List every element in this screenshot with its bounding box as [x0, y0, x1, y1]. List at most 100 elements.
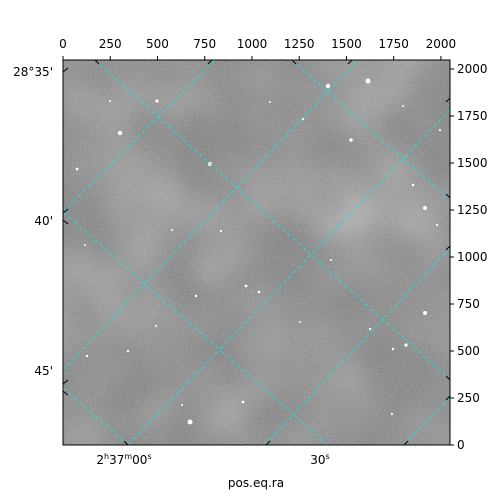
- right-tick-label: 2000: [457, 62, 488, 76]
- world-tick-mark: [445, 193, 451, 199]
- coordinate-grid: [63, 60, 450, 445]
- ra-value: 2: [96, 453, 104, 467]
- dec-tick-label: 40': [34, 214, 53, 228]
- dec-tick-labels: 28°35' 40' 45': [13, 65, 53, 378]
- right-tick-label: 750: [457, 297, 480, 311]
- sky-image: [63, 60, 450, 445]
- star-point: [390, 412, 394, 416]
- dec-tick-label: 28°35': [13, 65, 53, 79]
- right-tick-label: 1750: [457, 109, 488, 123]
- ra-tick-labels: 2h37m00s 30s: [96, 452, 329, 467]
- world-tick-mark: [62, 390, 69, 396]
- star-point: [126, 349, 130, 353]
- star-point: [299, 321, 301, 323]
- star-point: [411, 183, 415, 187]
- top-tick-label: 500: [146, 37, 169, 51]
- x-axis-label: pos.eq.ra: [228, 476, 284, 490]
- star-point: [391, 347, 395, 351]
- ra-tick-label: 2h37m00s: [96, 452, 151, 467]
- world-tick-mark: [445, 245, 451, 251]
- star-point: [155, 325, 157, 327]
- ra-unit-superscript: h: [104, 452, 109, 461]
- world-tick-mark: [445, 97, 451, 103]
- star-point: [438, 128, 442, 132]
- world-tick-mark: [62, 208, 69, 214]
- star-point: [423, 311, 427, 315]
- top-tick-label: 1250: [284, 37, 315, 51]
- star-point: [219, 229, 223, 233]
- plot-frame: [62, 59, 451, 446]
- star-point: [435, 223, 439, 227]
- top-tick-label: 750: [193, 37, 216, 51]
- top-tick-label: 1500: [331, 37, 362, 51]
- star-point: [85, 354, 89, 358]
- world-tick-mark: [207, 59, 213, 65]
- star-point: [109, 100, 111, 102]
- ra-unit-superscript: s: [326, 452, 330, 461]
- right-tick-label: 1250: [457, 203, 488, 217]
- star-point: [368, 327, 372, 331]
- star-point: [75, 167, 79, 171]
- star-point: [257, 290, 261, 294]
- top-tick-label: 0: [59, 37, 67, 51]
- star-field: [75, 78, 442, 425]
- world-tick-mark: [445, 375, 451, 381]
- top-pixel-tick-labels: 0 250 500 750 1000 1250 1500 1750 2000: [59, 37, 456, 60]
- top-tick-label: 250: [99, 37, 122, 51]
- star-point: [269, 101, 271, 103]
- coordinate-grid-line: [264, 247, 450, 445]
- star-point: [181, 404, 183, 406]
- coordinate-grid-line: [127, 109, 450, 445]
- star-point: [365, 78, 371, 84]
- world-tick-mark: [94, 59, 100, 65]
- star-point: [325, 83, 331, 89]
- star-point: [402, 105, 404, 107]
- ra-unit-superscript: s: [147, 452, 151, 461]
- world-tick-mark: [347, 59, 353, 65]
- star-point: [404, 343, 408, 347]
- ra-tick-label: 30s: [310, 452, 329, 467]
- star-point: [84, 244, 86, 246]
- world-tick-mark: [62, 379, 69, 385]
- right-tick-label: 250: [457, 391, 480, 405]
- star-point: [330, 259, 332, 261]
- world-tick-mark: [62, 219, 69, 225]
- coordinate-grid-line: [403, 397, 450, 445]
- coordinate-grid-line: [63, 60, 216, 213]
- coordinate-grid-line: [291, 60, 450, 201]
- world-tick-marks: [62, 59, 451, 446]
- coordinate-grid-line: [63, 60, 359, 371]
- dec-tick-label: 45': [34, 364, 53, 378]
- world-tick-mark: [403, 440, 409, 446]
- star-point: [349, 138, 353, 142]
- right-tick-label: 1500: [457, 156, 488, 170]
- star-point: [244, 284, 248, 288]
- star-point: [241, 400, 245, 404]
- world-tick-mark: [291, 59, 297, 65]
- world-tick-mark: [62, 67, 69, 73]
- coordinate-grid-line: [94, 60, 450, 381]
- ra-unit-superscript: m: [124, 452, 132, 461]
- coordinate-grid-line: [63, 387, 129, 445]
- ra-value: 30: [310, 453, 325, 467]
- coordinate-grid-line: [63, 211, 329, 445]
- star-point: [155, 99, 159, 103]
- top-tick-label: 2000: [426, 37, 457, 51]
- ra-value: 00: [132, 453, 147, 467]
- star-point: [187, 419, 193, 425]
- star-point: [301, 117, 305, 121]
- top-tick-label: 1000: [237, 37, 268, 51]
- star-point: [423, 206, 427, 210]
- star-point: [117, 130, 123, 136]
- star-point: [194, 294, 198, 298]
- top-tick-label: 1750: [378, 37, 409, 51]
- right-pixel-tick-labels: 0 250 500 750 1000 1250 1500 1750 2000: [450, 62, 488, 452]
- right-tick-label: 1000: [457, 250, 488, 264]
- ra-value: 37: [109, 453, 124, 467]
- world-tick-mark: [445, 395, 451, 401]
- world-tick-mark: [123, 440, 129, 446]
- right-tick-label: 0: [457, 438, 465, 452]
- star-point: [171, 229, 173, 231]
- right-tick-label: 500: [457, 344, 480, 358]
